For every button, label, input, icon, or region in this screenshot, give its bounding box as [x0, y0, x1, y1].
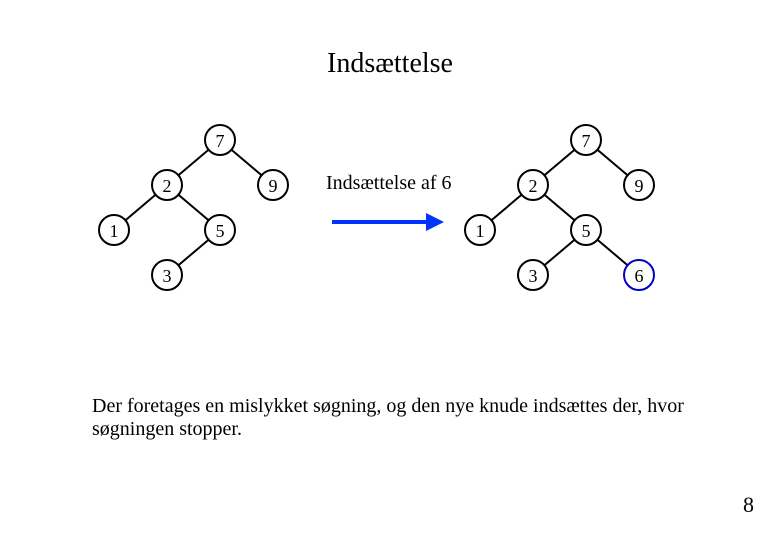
tree-node-label: 5	[216, 221, 225, 241]
tree-node: 7	[205, 125, 235, 155]
tree-edge	[125, 195, 155, 221]
tree-edge	[178, 150, 208, 176]
tree-node-new: 6	[624, 260, 654, 290]
tree-node-label: 1	[110, 221, 119, 241]
tree-node-label: 5	[582, 221, 591, 241]
tree-node-label: 2	[163, 176, 172, 196]
tree-edge	[178, 240, 208, 266]
tree-edge	[544, 240, 574, 266]
tree-edge	[491, 195, 521, 221]
tree-node: 9	[258, 170, 288, 200]
tree-node-label: 7	[582, 131, 591, 151]
tree-node-label: 6	[635, 266, 644, 286]
tree-node: 9	[624, 170, 654, 200]
tree-node-label: 3	[163, 266, 172, 286]
operation-label: Indsættelse af 6	[326, 172, 452, 195]
tree-node-label: 9	[635, 176, 644, 196]
tree-node-label: 2	[529, 176, 538, 196]
tree-edge	[544, 195, 574, 221]
tree-node-label: 3	[529, 266, 538, 286]
tree-edge	[178, 195, 208, 221]
tree-node: 5	[571, 215, 601, 245]
tree-node: 1	[465, 215, 495, 245]
tree-node: 7	[571, 125, 601, 155]
tree-edge	[597, 240, 627, 266]
arrow-head-icon	[426, 213, 444, 231]
diagram-canvas: 7 2 9 1 5 3 7 2 9 1 5 3 6	[0, 0, 780, 540]
tree-node-label: 9	[269, 176, 278, 196]
tree-node: 2	[152, 170, 182, 200]
tree-edge	[231, 150, 261, 176]
tree-edge	[544, 150, 574, 176]
tree-node: 1	[99, 215, 129, 245]
tree-node: 2	[518, 170, 548, 200]
tree-edge	[597, 150, 627, 176]
tree-node: 3	[518, 260, 548, 290]
tree-node: 3	[152, 260, 182, 290]
tree-node-label: 7	[216, 131, 225, 151]
tree-node: 5	[205, 215, 235, 245]
page-number: 8	[743, 492, 754, 518]
caption-text: Der foretages en mislykket søgning, og d…	[92, 395, 688, 441]
tree-node-label: 1	[476, 221, 485, 241]
